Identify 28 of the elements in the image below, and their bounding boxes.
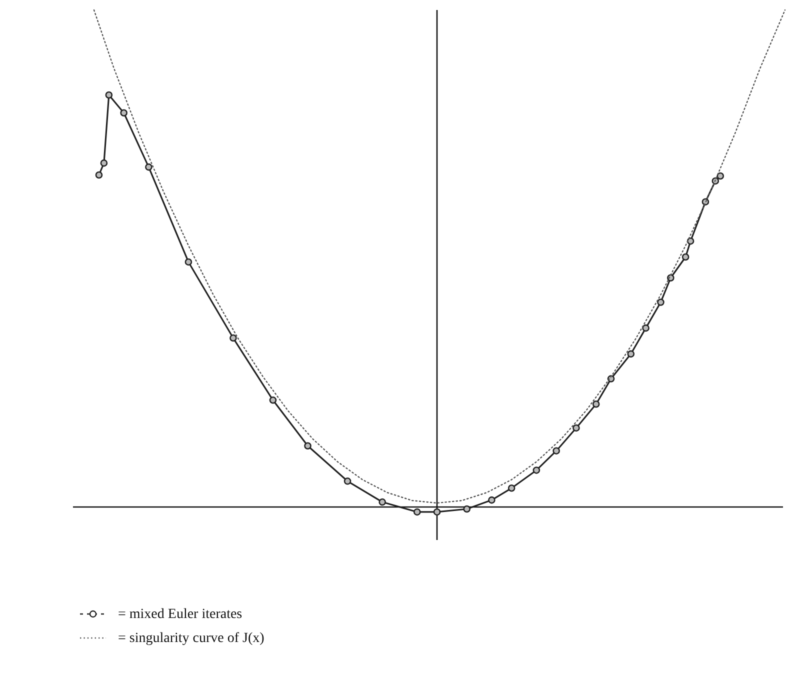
- point: [344, 478, 352, 485]
- point: [304, 442, 312, 450]
- point: [100, 159, 108, 167]
- point: [627, 350, 635, 358]
- point: [686, 237, 694, 245]
- point: [105, 91, 113, 99]
- point: [552, 447, 560, 454]
- legend-label: = mixed Euler iterates: [118, 607, 242, 622]
- point: [413, 508, 421, 516]
- point: [716, 172, 724, 180]
- point: [145, 163, 152, 171]
- point: [269, 396, 277, 404]
- point: [488, 496, 496, 504]
- point: [463, 505, 470, 513]
- point: [508, 484, 516, 492]
- point: [184, 258, 192, 266]
- point: [592, 400, 600, 408]
- point: [572, 424, 580, 432]
- point: [657, 298, 664, 306]
- point: [682, 253, 690, 261]
- point: [95, 171, 103, 179]
- point: [642, 324, 650, 332]
- point: [433, 508, 441, 516]
- point: [532, 466, 540, 474]
- point: [120, 109, 128, 117]
- point: [378, 498, 386, 506]
- point: [230, 334, 237, 342]
- legend-label: = singularity curve of J(x): [118, 631, 265, 646]
